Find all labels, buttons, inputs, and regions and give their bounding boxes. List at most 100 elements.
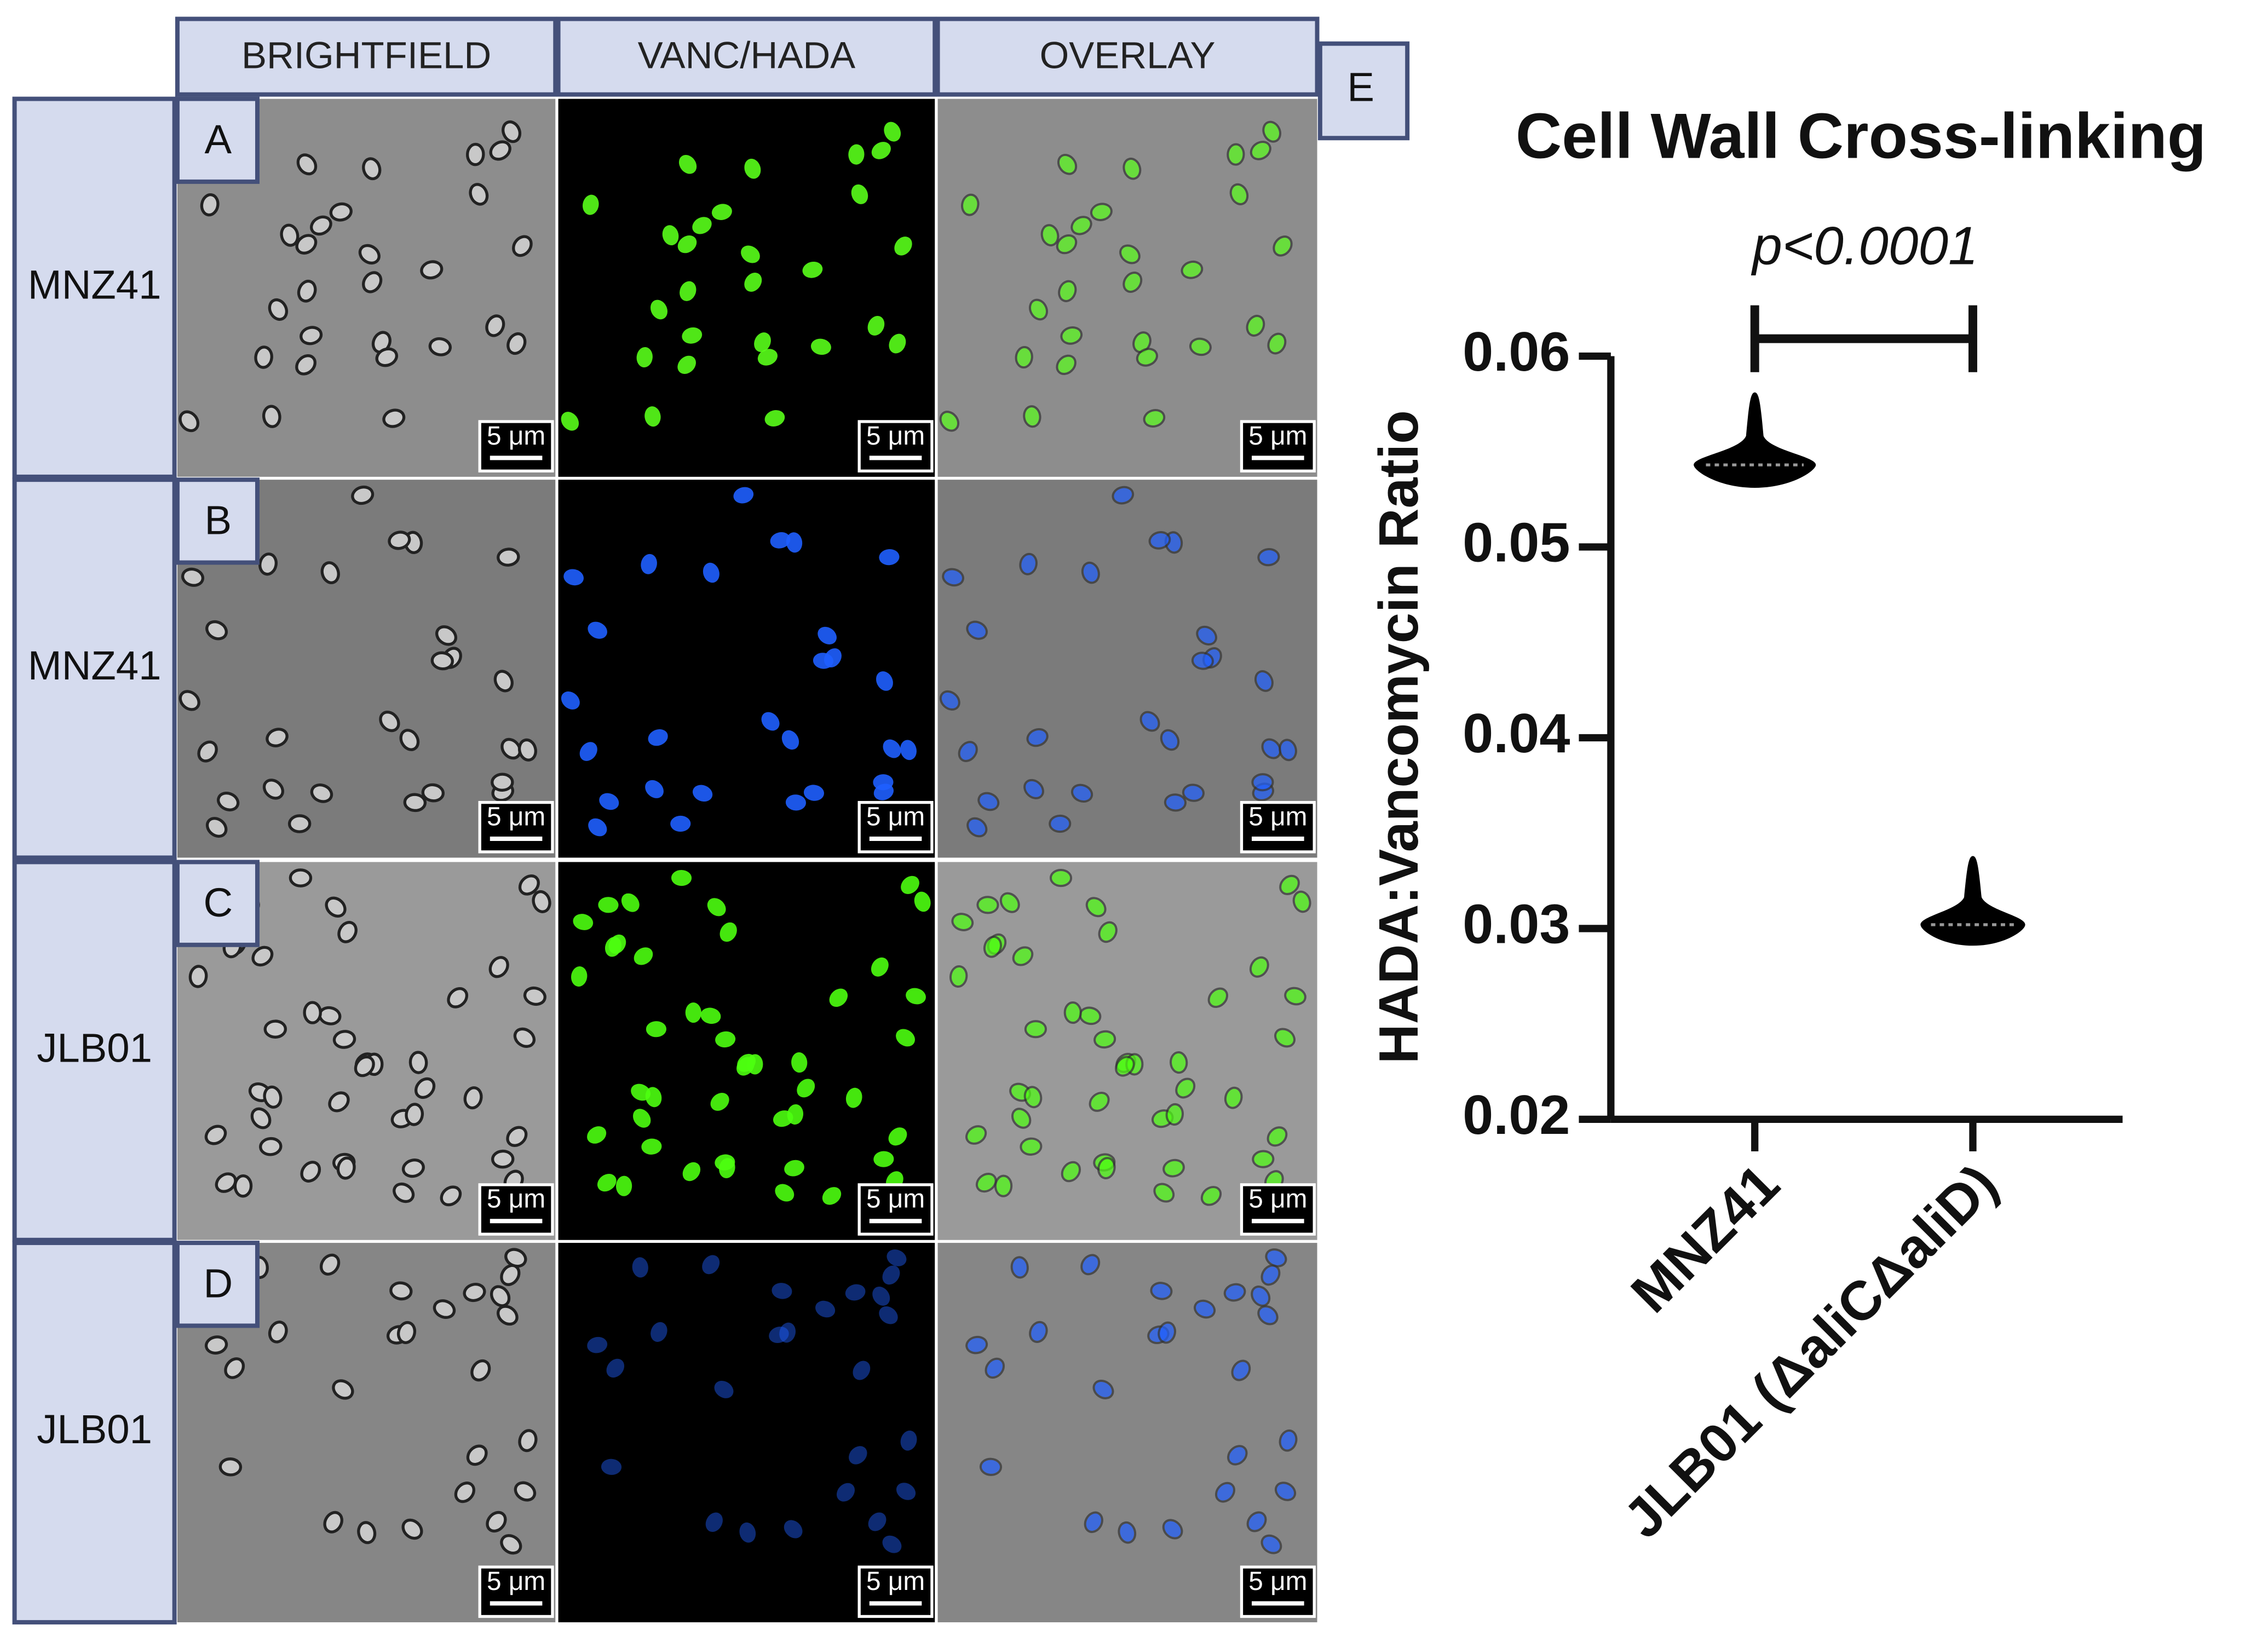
cell [871,142,891,159]
cell [845,1284,866,1301]
cell [685,1002,701,1023]
cell [1231,1359,1251,1381]
panel-letter-box [175,477,260,565]
cell [215,1172,237,1193]
cell [781,730,799,750]
cell [1175,1077,1196,1099]
cell [179,410,200,433]
cell [379,711,400,733]
cell [587,1126,607,1144]
cell [797,1079,815,1098]
cell [682,1162,701,1182]
cell [251,946,274,967]
cell [761,712,780,731]
cells [587,1249,917,1587]
cell [497,1305,519,1326]
cell [440,1185,462,1207]
p-value: p<0.0001 [1751,216,1978,276]
cell [764,410,785,427]
cell [851,184,868,204]
cell [662,225,679,246]
scale-bar-label: 5 μm [866,1567,925,1596]
cell [692,217,712,234]
cell [976,896,999,914]
cell [258,552,278,576]
cell [818,626,837,644]
cell [1260,1534,1282,1554]
cell [645,780,664,798]
cell [1063,1001,1082,1024]
row-label-box [12,860,177,1242]
cell [362,157,382,181]
cell [876,671,893,691]
cell [1246,314,1265,337]
cell [785,794,807,811]
cell [1015,345,1033,369]
scale-bar-label: 5 μm [866,1185,925,1214]
cell [1139,711,1160,732]
cell [518,1429,538,1453]
cell [514,1481,537,1502]
cell [1214,1482,1235,1503]
cell [490,1285,511,1307]
cell [836,1483,855,1502]
panel-letter-box [175,1241,260,1328]
cell [295,234,318,255]
cell [1060,326,1083,345]
cell [887,1249,907,1266]
cell [486,1511,507,1533]
scale-bar-box [478,1565,554,1618]
cell [645,1087,662,1108]
cell [388,531,411,550]
cells [179,120,533,433]
cell [1257,547,1280,567]
cell [1223,1283,1246,1302]
cell [408,1051,428,1074]
cells [939,486,1297,838]
cell [332,1030,356,1049]
cell [1090,203,1113,221]
cell [493,670,514,693]
cell [300,326,323,345]
cell [1098,921,1118,943]
cell [205,620,228,641]
violin [1920,856,2025,946]
cell [802,261,823,278]
cell [1262,120,1282,143]
cell [1093,1030,1116,1049]
cell [786,532,803,553]
cell [599,793,619,810]
cell [1162,1519,1183,1540]
cell [757,349,778,366]
row-label-box [12,477,177,860]
cell [733,487,754,504]
cell [573,914,594,930]
cell [1252,1150,1275,1168]
cell [309,215,332,236]
cell [532,890,551,913]
cell [879,1306,898,1324]
cell [961,193,980,216]
cell [563,569,584,586]
cell [949,965,968,988]
cell [644,406,661,427]
cell [561,691,580,710]
cell [632,1257,648,1278]
cell [648,729,668,746]
cell [601,1459,622,1475]
column-header-box [175,16,558,97]
cell [1112,486,1135,505]
cells [949,868,1311,1206]
cell [705,1512,723,1532]
cell [414,1077,436,1099]
cell [233,1174,253,1198]
cell [634,947,653,965]
cell [310,783,333,803]
cell [1207,987,1229,1008]
cell [320,561,340,585]
cell [906,988,926,1005]
cell [815,1300,836,1318]
cell [463,1283,486,1303]
cell [1164,793,1187,812]
cell [646,1021,667,1038]
